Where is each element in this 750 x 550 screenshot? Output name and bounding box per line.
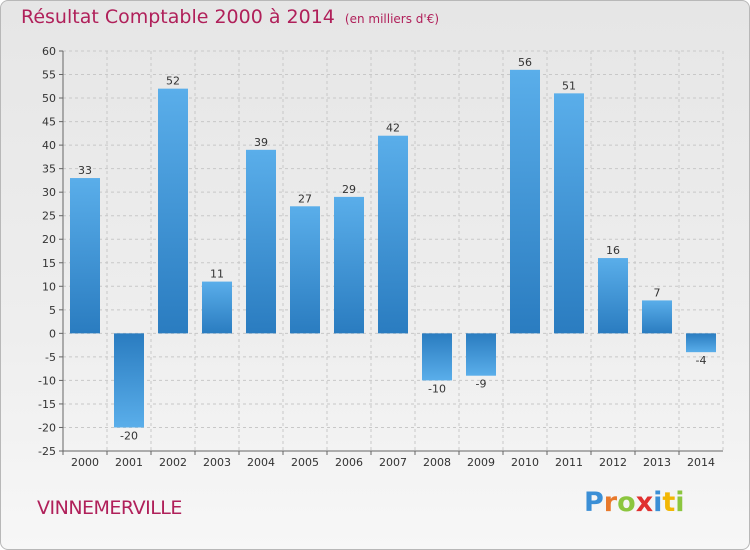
commune-name: VINNEMERVILLE: [37, 497, 182, 519]
y-tick-label: 45: [42, 116, 56, 129]
y-tick-label: 60: [42, 45, 56, 58]
y-tick-label: 10: [42, 280, 56, 293]
value-label-2004: 39: [254, 136, 268, 149]
x-tick-label: 2008: [423, 456, 451, 469]
logo-letter: P: [584, 487, 604, 518]
value-label-2003: 11: [210, 268, 224, 281]
labels: 33 -20 52 11 39 27 29 42 -10 -9 56 51 16 7 -4: [78, 56, 706, 443]
x-tick-label: 2013: [643, 456, 671, 469]
proxiti-logo: Proxiti: [584, 487, 685, 518]
x-tick-label: 2005: [291, 456, 319, 469]
bar-2002: [158, 88, 188, 334]
value-label-2005: 27: [298, 192, 312, 205]
y-tick-label: 20: [42, 233, 56, 246]
bars: [70, 69, 716, 428]
value-label-2002: 52: [166, 75, 180, 88]
value-label-2014: -4: [696, 354, 707, 367]
x-tick-label: 2006: [335, 456, 363, 469]
axes: 605550454035302520151050-5-10-15-20-2520…: [38, 45, 723, 469]
y-tick-label: 30: [42, 186, 56, 199]
bar-2004: [246, 149, 276, 334]
logo-letter: o: [617, 487, 636, 518]
y-tick-label: -10: [38, 374, 56, 387]
value-label-2006: 29: [342, 183, 356, 196]
y-tick-label: -20: [38, 421, 56, 434]
y-tick-label: 35: [42, 163, 56, 176]
value-label-2011: 51: [562, 79, 576, 92]
bar-2010: [510, 69, 540, 334]
y-tick-label: 25: [42, 210, 56, 223]
chart-title-text: Résultat Comptable 2000 à 2014: [21, 6, 335, 28]
y-tick-label: 15: [42, 257, 56, 270]
chart-unit: (en milliers d'€): [344, 12, 440, 26]
x-tick-label: 2011: [555, 456, 583, 469]
value-label-2001: -20: [120, 429, 138, 442]
logo-letter: t: [662, 487, 676, 518]
y-tick-label: -15: [38, 398, 56, 411]
y-tick-label: 5: [49, 304, 56, 317]
value-label-2009: -9: [476, 378, 487, 391]
value-label-2012: 16: [606, 244, 620, 257]
y-tick-label: 50: [42, 92, 56, 105]
bar-2000: [70, 178, 100, 334]
x-tick-label: 2010: [511, 456, 539, 469]
value-label-2000: 33: [78, 164, 92, 177]
chart-title: Résultat Comptable 2000 à 2014 (en millie…: [21, 6, 439, 28]
bar-2001: [114, 333, 144, 428]
x-tick-label: 2007: [379, 456, 407, 469]
logo-letter: r: [603, 487, 618, 518]
bar-2008: [422, 333, 452, 381]
x-tick-label: 2003: [203, 456, 231, 469]
x-tick-label: 2012: [599, 456, 627, 469]
bar-2014: [686, 333, 716, 353]
x-tick-label: 2002: [159, 456, 187, 469]
y-tick-label: 0: [49, 327, 56, 340]
bar-2011: [554, 93, 584, 334]
value-label-2013: 7: [654, 286, 661, 299]
value-label-2008: -10: [428, 382, 446, 395]
y-tick-label: -25: [38, 445, 56, 458]
x-tick-label: 2000: [71, 456, 99, 469]
x-tick-label: 2004: [247, 456, 275, 469]
bar-2006: [334, 196, 364, 334]
bar-2003: [202, 281, 232, 334]
y-tick-label: -5: [45, 351, 56, 364]
value-label-2010: 56: [518, 56, 532, 69]
bar-2012: [598, 258, 628, 334]
x-tick-label: 2001: [115, 456, 143, 469]
y-tick-label: 40: [42, 139, 56, 152]
bar-2007: [378, 135, 408, 334]
logo-letter: i: [675, 487, 685, 518]
bar-2005: [290, 206, 320, 334]
x-tick-label: 2009: [467, 456, 495, 469]
bar-2009: [466, 333, 496, 376]
bar-2013: [642, 300, 672, 334]
logo-letter: i: [653, 487, 663, 518]
value-label-2007: 42: [386, 122, 400, 135]
x-tick-label: 2014: [687, 456, 715, 469]
logo-letter: x: [635, 487, 654, 518]
y-tick-label: 55: [42, 69, 56, 82]
